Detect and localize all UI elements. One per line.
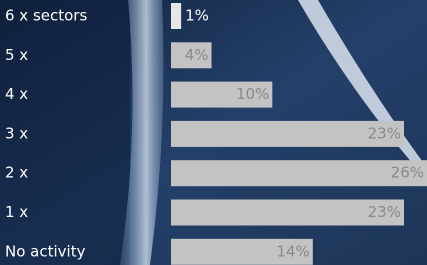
value-label: 1%	[185, 7, 209, 25]
bar	[171, 3, 181, 29]
value-label: 26%	[391, 164, 424, 182]
value-label: 23%	[368, 124, 401, 142]
category-label: No activity	[5, 242, 86, 260]
category-label: 2 x	[5, 164, 28, 182]
value-label: 14%	[276, 242, 309, 260]
value-label: 10%	[236, 85, 269, 103]
category-label: 5 x	[5, 46, 28, 64]
value-label: 23%	[368, 203, 401, 221]
category-label: 3 x	[5, 124, 28, 142]
value-label: 4%	[185, 46, 209, 64]
category-label: 6 x sectors	[5, 7, 87, 25]
category-label: 1 x	[5, 203, 28, 221]
chart: 6 x sectors 1% 5 x 4% 4 x 10% 3 x 23% 2 x 26% 1 x 2…	[0, 0, 427, 265]
bar	[171, 160, 427, 186]
category-label: 4 x	[5, 85, 28, 103]
